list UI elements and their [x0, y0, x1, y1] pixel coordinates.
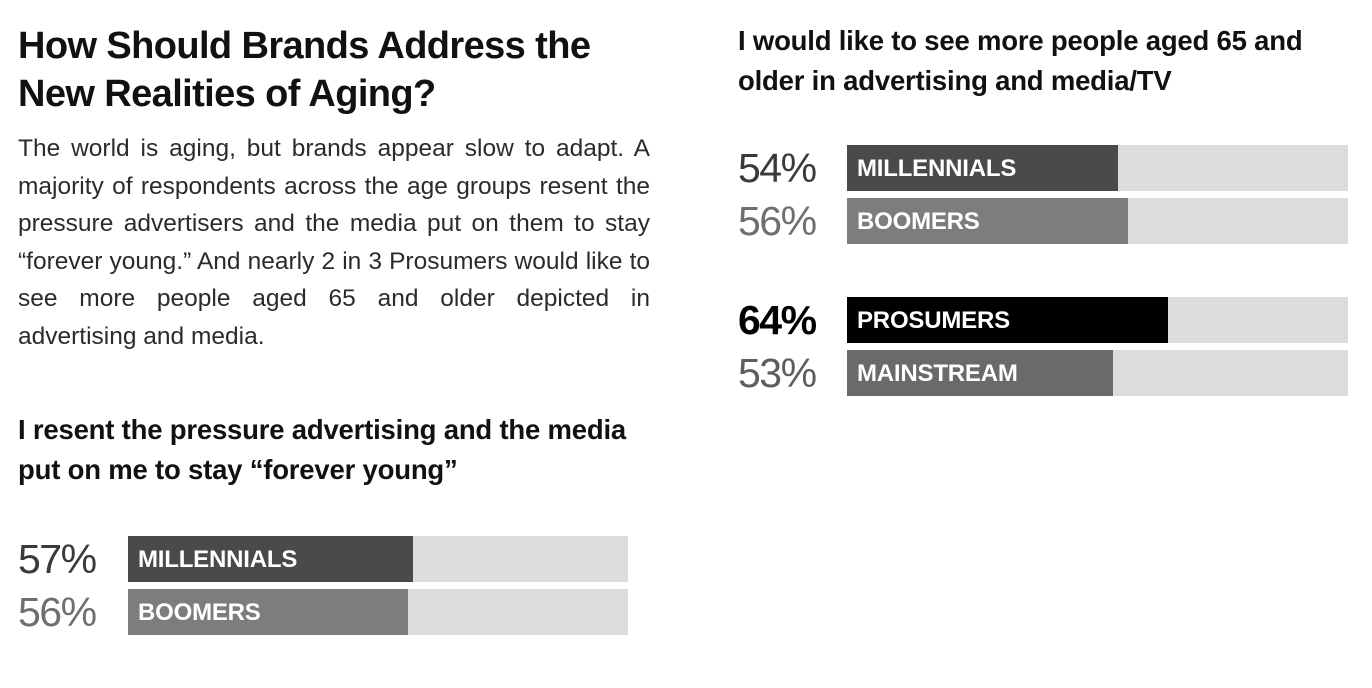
category-label: MILLENNIALS [138, 546, 298, 573]
value-label: 53% [738, 350, 817, 396]
bar-prosumers [847, 297, 1168, 343]
value-label: 56% [738, 198, 817, 244]
bar-track: PROSUMERS [847, 297, 1348, 343]
bar-track: BOOMERS [128, 589, 628, 635]
bar-track: MAINSTREAM [847, 350, 1348, 396]
chart-title: I would like to see more people aged 65 … [738, 25, 1303, 96]
bar-row-mainstream: 53% MAINSTREAM [738, 350, 1348, 396]
bar-row-boomers: 56% BOOMERS [18, 589, 628, 635]
category-label: MILLENNIALS [857, 155, 1017, 182]
bar-row-millennials: 57% MILLENNIALS [18, 536, 628, 582]
bar-millennials [128, 536, 413, 582]
bar-track: MILLENNIALS [847, 145, 1348, 191]
bar-row-boomers: 56% BOOMERS [738, 198, 1348, 244]
value-label: 57% [18, 536, 97, 582]
value-label: 54% [738, 145, 817, 191]
chart-title: I resent the pressure advertising and th… [18, 414, 627, 485]
bar-row-prosumers: 64% PROSUMERS [738, 297, 1348, 343]
category-label: BOOMERS [138, 599, 261, 626]
bar-mainstream [847, 350, 1113, 396]
category-label: BOOMERS [857, 208, 980, 235]
page-title: How Should Brands Address the New Realit… [18, 25, 591, 115]
category-label: MAINSTREAM [857, 360, 1018, 387]
value-label: 56% [18, 589, 97, 635]
bar-millennials [847, 145, 1118, 191]
bar-boomers [847, 198, 1128, 244]
bar-boomers [128, 589, 408, 635]
bar-track: MILLENNIALS [128, 536, 628, 582]
value-label: 64% [738, 297, 817, 343]
category-label: PROSUMERS [857, 307, 1010, 334]
intro-paragraph: The world is aging, but brands appear sl… [18, 135, 650, 350]
bar-track: BOOMERS [847, 198, 1348, 244]
bar-row-millennials: 54% MILLENNIALS [738, 145, 1348, 191]
